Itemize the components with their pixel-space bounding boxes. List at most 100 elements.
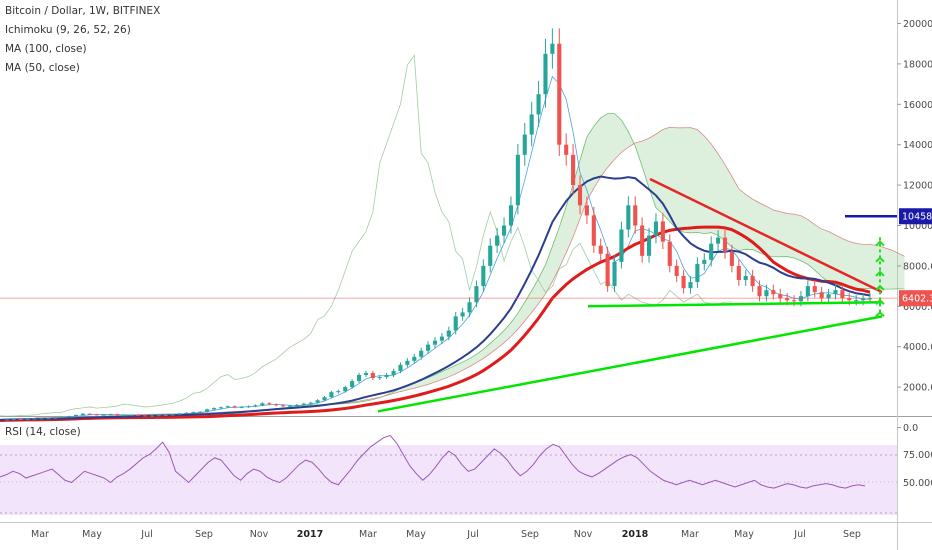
candle-body xyxy=(398,364,403,371)
candle-body xyxy=(267,403,272,405)
candle-body xyxy=(695,263,700,283)
candle-body xyxy=(87,413,92,415)
candle-body xyxy=(453,316,458,331)
candle-body xyxy=(281,405,286,407)
ichimoku-span-a xyxy=(34,113,905,420)
candle-body xyxy=(798,296,804,302)
candle-body xyxy=(854,300,859,302)
candle-body xyxy=(861,298,866,301)
candle-body xyxy=(577,185,583,206)
candle-body xyxy=(771,290,776,295)
time-axis-tick-label: Jul xyxy=(466,529,478,540)
target-arrowhead xyxy=(875,240,885,247)
rsi-axis-tick-label: 75.0000 xyxy=(903,450,932,461)
candle-body xyxy=(336,391,341,393)
candle-body xyxy=(370,372,375,379)
candle-body xyxy=(253,405,258,407)
green-ascending-trendline xyxy=(377,315,883,413)
time-axis-tick-label: Nov xyxy=(250,529,269,540)
current-price-badge xyxy=(899,290,932,307)
candle-body xyxy=(405,360,410,365)
time-axis-tick-label: May xyxy=(406,529,426,540)
candle-body xyxy=(439,336,444,341)
candle-body xyxy=(274,404,279,406)
candle-body xyxy=(170,414,175,416)
candle-body xyxy=(94,414,99,416)
candle-body xyxy=(4,419,9,421)
candle-body xyxy=(522,134,527,155)
time-axis-tick-label: Nov xyxy=(574,529,593,540)
candle-body xyxy=(232,406,237,408)
candle-body xyxy=(495,235,500,246)
candle-body xyxy=(46,418,51,420)
ichimoku-cloud xyxy=(34,113,905,420)
candle-body xyxy=(136,414,141,416)
candle-body xyxy=(73,414,79,417)
candle-body xyxy=(356,374,362,382)
candle-body xyxy=(633,205,638,226)
indicator-ichimoku-label[interactable]: Ichimoku (9, 26, 52, 26) xyxy=(5,24,131,36)
candle-body xyxy=(377,377,382,379)
indicator-ma50-label[interactable]: MA (50, close) xyxy=(5,62,80,74)
candle-body xyxy=(350,381,355,388)
candle-body xyxy=(847,298,852,301)
candle-body xyxy=(391,370,396,375)
rsi-label[interactable]: RSI (14, close) xyxy=(5,426,81,438)
candle-body xyxy=(184,412,189,414)
price-axis-tick-label: 18000.0 xyxy=(903,59,932,70)
candle-body xyxy=(322,397,327,401)
candle-body xyxy=(18,419,23,421)
candle-body xyxy=(80,413,85,415)
candle-body xyxy=(218,407,224,409)
candle-body xyxy=(239,406,244,408)
candle-body xyxy=(53,417,58,419)
candle-body xyxy=(591,215,596,246)
candle-body xyxy=(460,312,465,317)
candle-body xyxy=(156,415,161,417)
candle-body xyxy=(384,374,389,377)
candle-body xyxy=(543,53,548,95)
candle-body xyxy=(805,286,810,297)
candle-body xyxy=(612,261,617,287)
candle-body xyxy=(716,237,721,244)
candle-body xyxy=(681,276,686,289)
price-axis-tick-label: 6000.0 xyxy=(903,302,932,313)
symbol-title[interactable]: Bitcoin / Dollar, 1W, BITFINEX xyxy=(5,5,161,17)
indicator-ma100-label[interactable]: MA (100, close) xyxy=(5,43,87,55)
price-axis-tick-label: 2000.0 xyxy=(903,383,932,394)
time-axis-tick-label: 2017 xyxy=(297,529,323,540)
candle-body xyxy=(39,418,44,420)
candle-body xyxy=(343,387,348,392)
candle-body xyxy=(743,276,748,281)
price-axis-tick-label: 14000.0 xyxy=(903,140,932,151)
candle-body xyxy=(750,276,755,287)
candle-body xyxy=(129,414,134,416)
time-axis-tick-label: 2018 xyxy=(622,529,649,540)
current-price-text: 6402.3 xyxy=(902,294,932,305)
price-axis-tick-label: 20000.0 xyxy=(903,19,932,30)
candle-body xyxy=(163,414,168,416)
candle-body xyxy=(363,372,369,375)
rsi-axis-tick-label: 50.0000 xyxy=(903,478,932,489)
time-axis-tick-label: Mar xyxy=(359,529,377,540)
rsi-band xyxy=(0,445,897,515)
candle-body xyxy=(501,225,507,236)
candle-body xyxy=(432,340,438,345)
candle-body xyxy=(584,205,589,216)
green-support-line xyxy=(587,301,883,308)
ichimoku-lagging-span xyxy=(0,54,732,417)
candle-body xyxy=(778,294,783,299)
candle-body xyxy=(626,205,631,230)
candle-body xyxy=(32,418,37,420)
candle-body xyxy=(191,412,196,414)
candle-body xyxy=(101,414,106,416)
ichimoku-span-b xyxy=(34,126,905,419)
price-axis-tick-label: 16000.0 xyxy=(903,100,932,111)
candle-body xyxy=(702,259,707,264)
candle-body xyxy=(329,392,334,398)
candle-body xyxy=(791,300,797,302)
time-axis-tick-label: Mar xyxy=(31,529,49,540)
candle-body xyxy=(246,406,251,408)
candle-body xyxy=(149,415,154,417)
